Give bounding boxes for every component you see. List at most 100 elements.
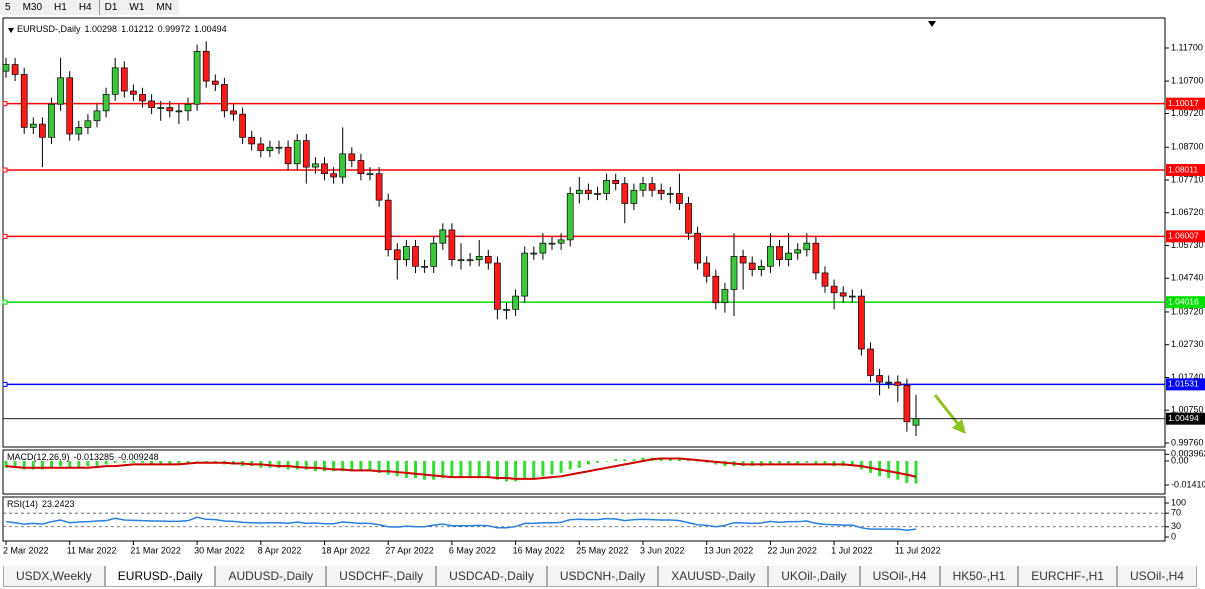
candle-body <box>66 77 74 135</box>
macd-bar <box>477 461 481 479</box>
candle-body <box>120 67 128 92</box>
candle-body <box>867 348 874 376</box>
timeframe-button[interactable]: W1 <box>129 2 145 13</box>
macd-bar <box>641 457 645 462</box>
rsi-line <box>5 516 917 531</box>
candle-body <box>275 146 283 149</box>
macd-bar <box>814 461 818 465</box>
chart-tab[interactable]: EURCHF-,H1 <box>1018 566 1117 587</box>
candle-body <box>266 146 274 151</box>
macd-bar <box>86 461 90 467</box>
candle-body <box>894 381 902 386</box>
candle-body <box>221 84 228 112</box>
macd-bar <box>323 461 326 472</box>
candle-body <box>648 183 656 191</box>
macd-bar <box>150 461 154 465</box>
chart-tab[interactable]: USOil-,H4 <box>859 566 940 587</box>
level-handle <box>2 233 8 239</box>
timeframe-button[interactable]: D1 <box>98 0 125 15</box>
candle-body <box>84 120 92 128</box>
macd-bar <box>550 461 554 475</box>
arrow-annotation-head <box>952 419 966 434</box>
candle-body <box>676 193 683 204</box>
chart-tab[interactable]: AUDUSD-,Daily <box>215 566 327 587</box>
y-tick-label: 1.03720 <box>1171 306 1204 316</box>
candle-body <box>348 153 356 161</box>
chart-tab[interactable]: USDCNH-,Daily <box>546 566 659 587</box>
x-tick-label: 18 Apr 2022 <box>322 545 371 555</box>
macd-title-part: -0.013285 <box>74 452 115 462</box>
main-pane <box>2 17 1166 448</box>
chart-tab[interactable]: UKOil-,Daily <box>768 566 860 587</box>
y-tick-label: 1.00750 <box>1171 405 1204 415</box>
chart-tab[interactable]: USDCAD-,Daily <box>436 566 547 587</box>
macd-bar <box>896 461 900 480</box>
rsi-title: RSI(14) 23.2423 <box>7 499 75 509</box>
macd-bar <box>632 459 636 462</box>
y-tick-label: 1.08700 <box>1171 142 1204 152</box>
price-label-box <box>1166 164 1205 177</box>
candle-body <box>439 229 447 244</box>
macd-bar <box>414 461 417 479</box>
candle-body <box>457 259 465 262</box>
macd-bar <box>459 461 463 479</box>
candle-body <box>75 127 83 135</box>
macd-bar <box>159 461 163 465</box>
candle-body <box>257 143 265 151</box>
price-label: 1.06007 <box>1168 231 1199 241</box>
chart-tab[interactable]: HK50-,H1 <box>939 566 1019 587</box>
candle-body <box>393 249 401 261</box>
timeframe-button[interactable]: H4 <box>78 2 92 13</box>
candle-body <box>748 262 756 270</box>
macd-bar <box>313 461 317 472</box>
candle-body <box>157 107 165 109</box>
candle-body <box>93 110 101 122</box>
macd-bar <box>796 461 800 465</box>
chart-tab[interactable]: USDCHF-,Daily <box>326 566 437 587</box>
y-tick-label: 1.02730 <box>1171 339 1204 349</box>
candle-body <box>111 67 119 95</box>
symbol-marker <box>8 28 14 33</box>
macd-bar <box>104 461 108 465</box>
candle-body <box>412 246 419 267</box>
macd-title-part: MACD(12,26,9) <box>7 452 70 462</box>
chart-tab[interactable]: EURUSD-,Daily <box>104 566 216 587</box>
y-tick-label: 0.003962 <box>1171 449 1205 459</box>
candle-body <box>312 163 319 168</box>
candle-body <box>903 385 911 423</box>
candle-body <box>175 110 183 113</box>
x-tick-label: 6 May 2022 <box>449 545 496 555</box>
chart-header: EURUSD-,Daily 1.00298 1.01212 0.99972 1.0049… <box>17 24 227 34</box>
candle-body <box>885 381 893 384</box>
price-label: 1.01531 <box>1168 379 1199 389</box>
x-tick-label: 25 May 2022 <box>576 545 628 555</box>
y-tick-label: 100 <box>1171 497 1186 507</box>
macd-bar <box>823 461 827 465</box>
macd-bar <box>596 461 599 463</box>
candle-body <box>248 136 256 145</box>
macd-bar <box>141 461 144 463</box>
chart-tab[interactable]: USDX,Weekly <box>3 566 105 587</box>
chart-tab[interactable]: XAUUSD-,Daily <box>658 566 769 587</box>
candle-body <box>430 242 438 267</box>
candle-body <box>148 100 155 108</box>
candle-body <box>694 232 701 264</box>
chart-tab[interactable]: USOil-,H4 <box>1116 566 1197 587</box>
candle-body <box>48 103 55 138</box>
candle-body <box>494 262 501 310</box>
timeframe-button[interactable]: MN <box>156 2 172 13</box>
timeframe-button[interactable]: 5 <box>5 2 11 13</box>
timeframe-toolbar: 5 M30 H1 H4 D1 W1 MN <box>0 0 179 15</box>
candle-body <box>20 74 28 128</box>
timeframe-button[interactable]: M30 <box>22 2 43 13</box>
macd-bar <box>486 461 490 479</box>
candle-body <box>630 189 638 204</box>
candle-body <box>239 113 246 138</box>
macd-bar <box>778 461 781 465</box>
x-tick-label: 16 May 2022 <box>513 545 565 555</box>
y-tick-label: 1.04740 <box>1171 273 1204 283</box>
candle-body <box>712 275 720 304</box>
candle-body <box>466 259 474 262</box>
timeframe-button[interactable]: H1 <box>54 2 67 13</box>
y-tick-label: 1.01740 <box>1171 372 1204 382</box>
